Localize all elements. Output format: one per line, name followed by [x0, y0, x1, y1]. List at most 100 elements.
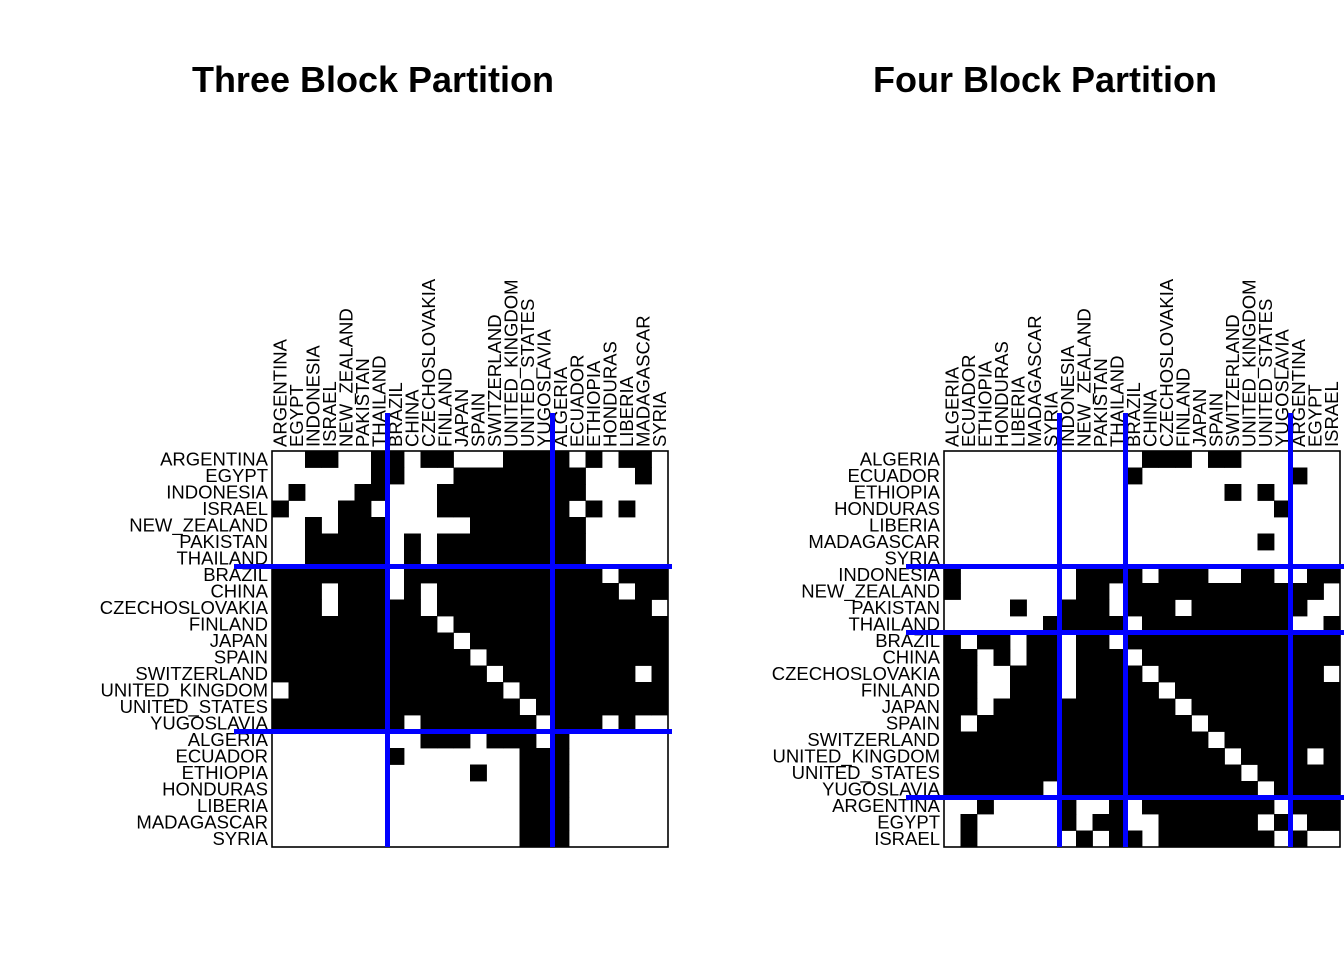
row-label: MADAGASCAR — [808, 531, 940, 552]
matrix-cell — [503, 583, 520, 600]
matrix-cell — [536, 599, 553, 617]
matrix-cell — [552, 715, 570, 732]
matrix-cell — [387, 698, 405, 716]
matrix-cell — [1092, 665, 1110, 683]
matrix-cell — [503, 533, 520, 551]
matrix-cell — [1208, 632, 1225, 650]
row-label: SPAIN — [214, 646, 268, 667]
matrix-cell — [552, 797, 570, 815]
matrix-cell — [536, 698, 553, 716]
matrix-cell — [519, 781, 537, 798]
row-label: PAKISTAN — [179, 531, 268, 552]
matrix-cell — [470, 616, 487, 633]
matrix-cell — [519, 599, 537, 617]
matrix-cell — [354, 517, 372, 534]
matrix-cell — [1191, 781, 1209, 798]
matrix-cell — [1142, 797, 1159, 815]
matrix-cell — [338, 583, 355, 600]
matrix-cell — [404, 698, 421, 716]
matrix-cell — [618, 500, 636, 518]
matrix-cell — [354, 715, 372, 732]
matrix-border — [271, 450, 669, 848]
matrix-cell — [569, 682, 586, 699]
matrix-cell — [1274, 616, 1291, 633]
matrix-cell — [1142, 715, 1159, 732]
matrix-cell — [1092, 632, 1110, 650]
matrix-cell — [1076, 616, 1093, 633]
matrix-cell — [1125, 682, 1143, 699]
matrix-cell — [305, 682, 322, 699]
matrix-cell — [569, 698, 586, 716]
matrix-cell — [1307, 566, 1324, 584]
matrix-cell — [1076, 715, 1093, 732]
matrix-cell — [569, 583, 586, 600]
row-label: CZECHOSLOVAKIA — [772, 663, 941, 684]
matrix-cell — [552, 698, 570, 716]
matrix-cell — [321, 632, 339, 650]
matrix-cell — [1241, 715, 1258, 732]
matrix-cell — [944, 698, 961, 716]
matrix-cell — [635, 682, 652, 699]
matrix-cell — [569, 599, 586, 617]
matrix-cell — [503, 550, 520, 567]
matrix-cell — [288, 583, 306, 600]
matrix-cell — [618, 682, 636, 699]
matrix-cell — [1059, 814, 1077, 831]
matrix-cell — [453, 550, 471, 567]
matrix-cell — [585, 616, 603, 633]
row-label: FINLAND — [189, 613, 268, 634]
row-label: NEW_ZEALAND — [801, 580, 940, 602]
matrix-cell — [1043, 682, 1060, 699]
matrix-cell — [288, 484, 306, 501]
matrix-cell — [1307, 814, 1324, 831]
column-label: ISRAEL — [319, 381, 340, 447]
matrix-cell — [536, 533, 553, 551]
matrix-cell — [1158, 616, 1176, 633]
matrix-cell — [1290, 830, 1308, 848]
matrix-cell — [536, 632, 553, 650]
matrix-cell — [944, 665, 961, 683]
matrix-cell — [1175, 748, 1192, 765]
row-label: NEW_ZEALAND — [129, 514, 268, 536]
matrix-cell — [387, 748, 405, 765]
row-label: EGYPT — [205, 465, 268, 486]
matrix-cell — [503, 467, 520, 485]
matrix-cell — [1241, 616, 1258, 633]
matrix-cell — [1208, 830, 1225, 848]
matrix-cell — [1142, 731, 1159, 749]
matrix-cell — [1109, 715, 1126, 732]
matrix-cell — [569, 467, 586, 485]
matrix-cell — [1208, 616, 1225, 633]
matrix-cell — [272, 566, 289, 584]
matrix-cell — [1076, 748, 1093, 765]
column-label: EGYPT — [1304, 384, 1325, 447]
matrix-cell — [470, 632, 487, 650]
matrix-cell — [1076, 599, 1093, 617]
matrix-cell — [1323, 715, 1341, 732]
matrix-cell — [618, 665, 636, 683]
matrix-cell — [635, 451, 652, 468]
matrix-cell — [552, 484, 570, 501]
matrix-cell — [552, 500, 570, 518]
matrix-cell — [635, 616, 652, 633]
matrix-cell — [354, 500, 372, 518]
matrix-cell — [1059, 616, 1077, 633]
matrix-cell — [453, 484, 471, 501]
matrix-cell — [1109, 731, 1126, 749]
row-label: HONDURAS — [162, 778, 268, 799]
matrix-cell — [1092, 566, 1110, 584]
matrix-cell — [321, 698, 339, 716]
matrix-cell — [552, 781, 570, 798]
matrix-cell — [1175, 632, 1192, 650]
matrix-cell — [1125, 830, 1143, 848]
row-label: ISRAEL — [874, 828, 940, 849]
matrix-cell — [371, 451, 388, 468]
matrix-cell — [569, 484, 586, 501]
matrix-cell — [437, 698, 454, 716]
matrix-cell — [1043, 731, 1060, 749]
matrix-cell — [1158, 698, 1176, 716]
matrix-cell — [1323, 781, 1341, 798]
matrix-cell — [1158, 649, 1176, 666]
matrix-cell — [387, 665, 405, 683]
matrix-cell — [635, 467, 652, 485]
